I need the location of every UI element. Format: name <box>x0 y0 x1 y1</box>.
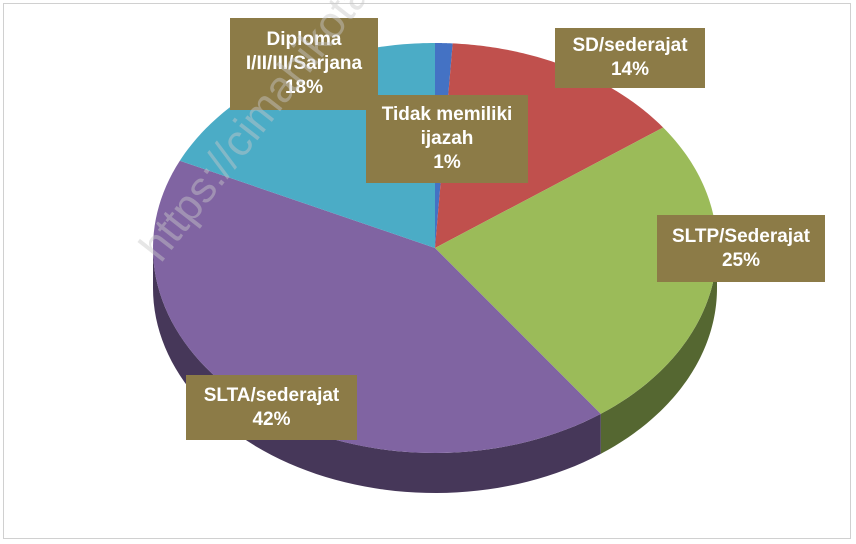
data-label: Tidak memiliki ijazah 1% <box>366 95 528 183</box>
slice <box>435 43 664 248</box>
label-value: 18% <box>284 77 324 98</box>
label-value: 42% <box>252 408 291 430</box>
label-name: Tidak memiliki ijazah <box>381 104 513 149</box>
label-name: SD/sederajat <box>572 35 688 56</box>
data-label: Diploma I/II/III/Sarjana 18% <box>230 18 378 110</box>
frame <box>3 3 851 539</box>
label-name: SLTP/Sederajat <box>672 225 810 247</box>
slice <box>435 127 717 414</box>
label-value: 14% <box>610 59 650 80</box>
label-value: 25% <box>721 249 761 271</box>
label-name: Diploma I/II/III/Sarjana <box>245 29 363 74</box>
data-label: SLTP/Sederajat 25% <box>657 215 825 282</box>
label-value: 1% <box>433 152 461 173</box>
data-label: SLTA/sederajat 42% <box>186 375 357 440</box>
slice-side <box>600 248 717 454</box>
data-label: SD/sederajat 14% <box>555 28 705 88</box>
label-name: SLTA/sederajat <box>203 384 340 406</box>
